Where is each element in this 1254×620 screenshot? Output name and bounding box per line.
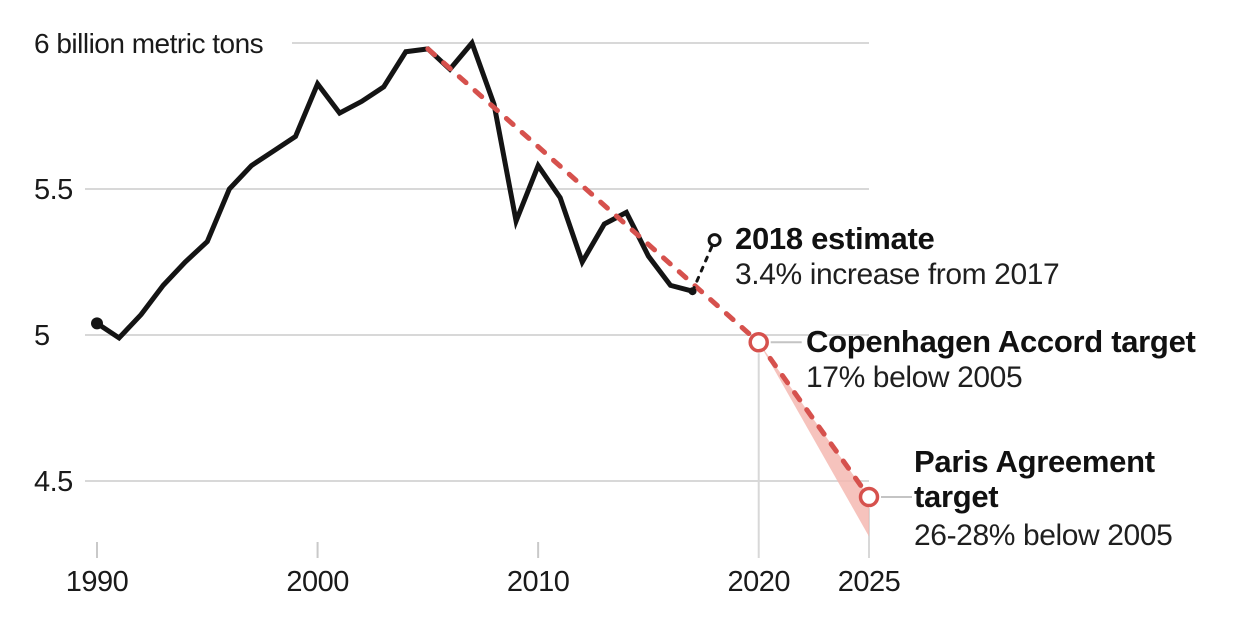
y-axis-label-6: 6 billion metric tons [34,28,263,59]
y-axis-label-5.5: 5.5 [34,174,73,206]
copenhagen-circle [748,332,769,353]
x-axis-label-2025: 2025 [838,566,901,598]
annotation-2018-subtitle: 3.4% increase from 2017 [735,258,1060,291]
x-axis-label-2020: 2020 [727,566,790,598]
annotation-paris-title: Paris Agreement target [914,444,1155,514]
annotation-copenhagen-subtitle: 17% below 2005 [806,361,1023,394]
x-axis-label-2010: 2010 [507,566,570,598]
paris-circle [858,486,880,508]
x-axis-label-1990: 1990 [66,566,129,598]
annotation-paris-subtitle: 26-28% below 2005 [914,519,1173,552]
x-axis-label-2000: 2000 [286,566,349,598]
paris-target-range [758,342,869,537]
annotation-copenhagen-target: Copenhagen Accord target 17% below 2005 [806,324,1254,395]
annotation-2018-estimate: 2018 estimate 3.4% increase from 2017 [735,221,1115,292]
y-axis-label-5: 5 [34,320,50,352]
annotation-paris-target: Paris Agreement target 26-28% below 2005 [914,444,1244,553]
annotation-copenhagen-title: Copenhagen Accord target [806,324,1196,359]
historical-emissions-line [94,38,696,342]
series-end-dot [688,287,697,296]
estimate-connector-line [691,238,717,293]
estimate-circle [707,233,722,248]
series-start-dot [91,317,103,330]
y-axis-label-4.5: 4.5 [34,466,73,498]
annotation-2018-title: 2018 estimate [735,221,935,256]
